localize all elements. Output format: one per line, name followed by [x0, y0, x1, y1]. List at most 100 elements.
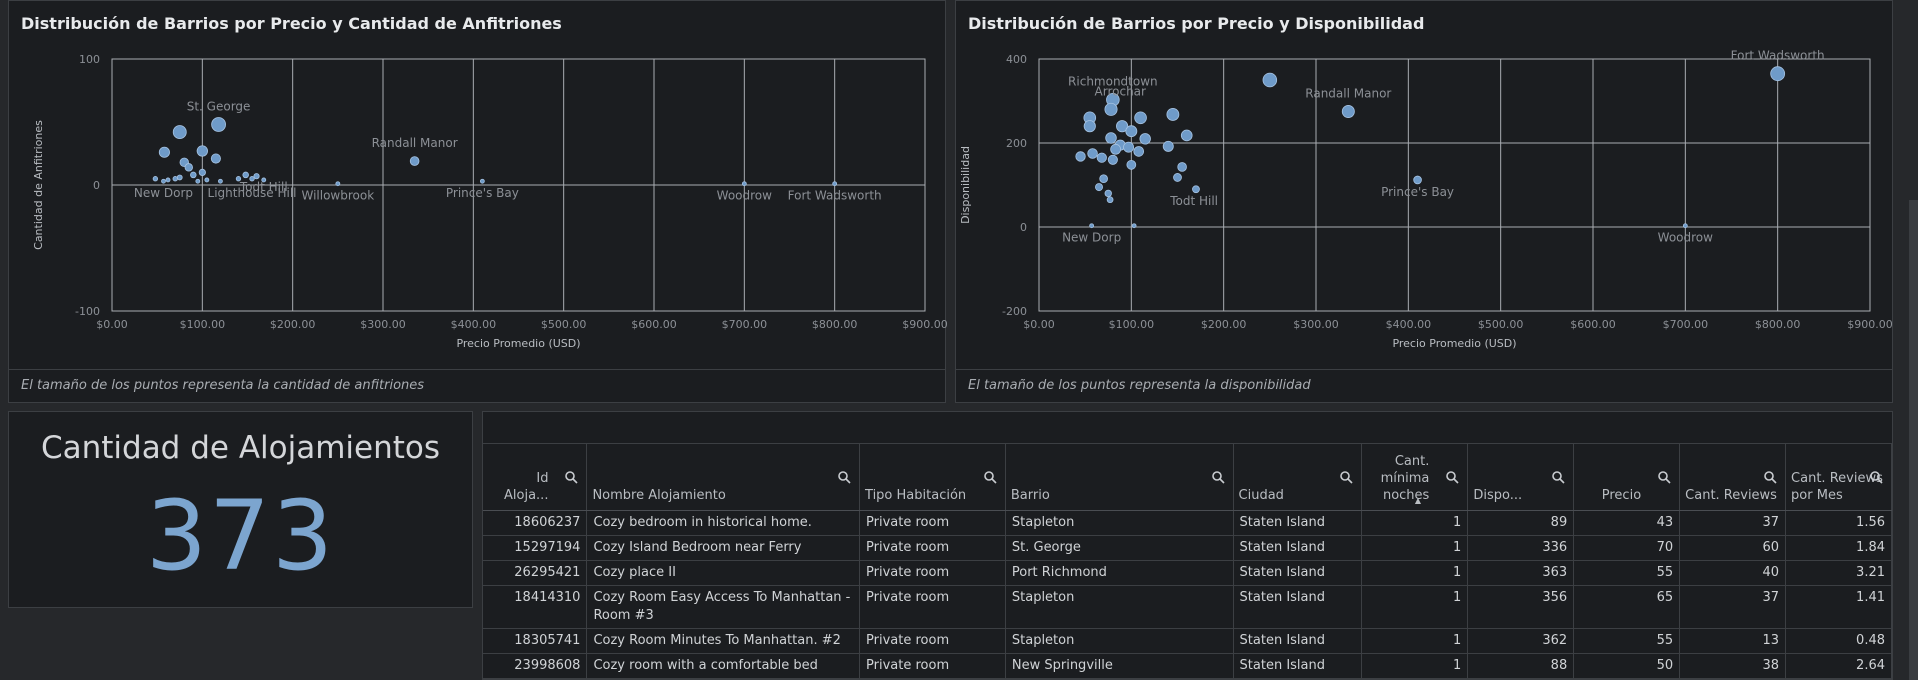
table-row[interactable]: 18305741 Cozy Room Minutes To Manhattan. … [483, 628, 1892, 654]
search-icon[interactable] [837, 470, 851, 484]
data-point[interactable] [161, 178, 166, 184]
data-point[interactable] [184, 163, 193, 172]
data-point[interactable] [217, 178, 223, 184]
data-point[interactable] [1125, 125, 1138, 138]
data-point[interactable] [1123, 141, 1135, 153]
data-point[interactable] [479, 178, 485, 184]
table-cell: Staten Island [1233, 585, 1363, 629]
search-icon[interactable] [1551, 470, 1565, 484]
column-header[interactable]: Ciudad [1233, 444, 1363, 511]
kpi-card[interactable]: Cantidad de Alojamientos 373 [8, 411, 473, 608]
column-header[interactable]: Precio [1573, 444, 1681, 511]
data-point[interactable] [1106, 196, 1114, 204]
search-icon[interactable] [1339, 470, 1353, 484]
data-point[interactable] [253, 173, 260, 180]
data-point[interactable] [1770, 66, 1786, 82]
data-point[interactable] [165, 177, 171, 183]
search-icon[interactable] [983, 470, 997, 484]
data-point[interactable] [1139, 133, 1151, 145]
x-tick-label: $300.00 [360, 318, 406, 331]
search-icon[interactable] [1763, 470, 1777, 484]
data-point[interactable] [261, 177, 267, 183]
table-cell: 55 [1573, 560, 1681, 586]
column-header[interactable]: Barrio [1005, 444, 1234, 511]
data-point[interactable] [1173, 173, 1182, 182]
scatter-chart-disponibilidad[interactable]: $0.00 $100.00 $200.00 $300.00 $400.00 $500.00… [956, 1, 1894, 371]
data-point[interactable] [832, 181, 838, 187]
data-point[interactable] [1162, 140, 1174, 152]
data-point[interactable] [196, 145, 208, 157]
data-point[interactable] [1104, 102, 1118, 116]
y-tick-label: -200 [1002, 305, 1027, 318]
data-point[interactable] [1413, 175, 1422, 185]
table-cell: 13 [1679, 628, 1787, 654]
data-point[interactable] [204, 177, 210, 183]
data-point[interactable] [1104, 189, 1112, 198]
data-point[interactable] [1180, 129, 1193, 142]
table-row[interactable]: 15297194 Cozy Island Bedroom near Ferry Pr… [483, 535, 1892, 561]
search-icon[interactable] [564, 470, 579, 484]
data-point[interactable] [242, 171, 249, 179]
data-point[interactable] [1107, 154, 1118, 165]
data-point[interactable] [190, 171, 197, 179]
x-tick-label: $500.00 [1478, 318, 1524, 331]
data-point[interactable] [1166, 108, 1180, 121]
data-point[interactable] [1096, 152, 1107, 163]
table-row[interactable]: 23998608 Cozy room with a comfortable bed… [483, 653, 1892, 679]
data-point[interactable] [1116, 120, 1129, 133]
data-point[interactable] [1262, 72, 1278, 88]
data-point[interactable] [1682, 223, 1688, 229]
data-point[interactable] [1087, 148, 1098, 159]
table-cell: 15297194 [483, 535, 588, 561]
data-point[interactable] [409, 156, 420, 166]
data-point[interactable] [152, 176, 159, 182]
table-cell: 1.84 [1785, 535, 1892, 561]
search-icon[interactable] [1445, 470, 1459, 484]
data-point[interactable] [172, 125, 187, 140]
data-point[interactable] [335, 181, 341, 187]
table-row[interactable]: 26295421 Cozy place II Private room Port Ri… [483, 560, 1892, 586]
data-point[interactable] [1110, 143, 1122, 155]
data-point[interactable] [1099, 174, 1108, 184]
table-row[interactable]: 18414310 Cozy Room Easy Access To Manhatt… [483, 585, 1892, 629]
data-point[interactable] [249, 176, 255, 182]
x-tick-label: $600.00 [631, 318, 677, 331]
data-point[interactable] [1341, 105, 1355, 118]
data-point[interactable] [176, 174, 183, 181]
data-point[interactable] [1126, 159, 1137, 170]
data-point[interactable] [1083, 120, 1096, 133]
table-cell: Staten Island [1233, 628, 1363, 654]
data-point[interactable] [235, 176, 242, 182]
data-point[interactable] [1095, 183, 1103, 192]
data-point[interactable] [198, 168, 206, 176]
data-point[interactable] [195, 178, 201, 184]
data-point[interactable] [1133, 146, 1145, 157]
search-icon[interactable] [1211, 470, 1225, 484]
search-icon[interactable] [1869, 470, 1883, 484]
data-point[interactable] [1134, 111, 1147, 125]
data-point[interactable] [158, 146, 170, 158]
column-header[interactable]: Id Aloja... [483, 444, 588, 511]
data-point[interactable] [1131, 223, 1137, 229]
scatter-chart-anfitriones[interactable]: $0.00 $100.00 $200.00 $300.00 $400.00 $500.00… [9, 1, 947, 371]
column-header[interactable]: Dispo... [1467, 444, 1575, 511]
table-cell: 23998608 [483, 653, 588, 679]
table-row[interactable]: 18606237 Cozy bedroom in historical home.… [483, 510, 1892, 536]
data-point[interactable] [1105, 132, 1117, 144]
data-point[interactable] [1192, 185, 1200, 194]
column-header[interactable]: Cant. mínima noches ▲ [1361, 444, 1469, 511]
column-header[interactable]: Cant. Reviews por Mes [1785, 444, 1892, 511]
search-icon[interactable] [1657, 470, 1671, 484]
data-point[interactable] [1177, 162, 1187, 172]
data-point[interactable] [1089, 223, 1095, 229]
column-header[interactable]: Cant. Reviews [1679, 444, 1787, 511]
data-point[interactable] [1075, 151, 1086, 162]
column-header[interactable]: Nombre Alojamiento [586, 444, 861, 511]
plot-area [1038, 58, 1871, 312]
page-scrollbar[interactable] [1909, 200, 1918, 680]
column-header[interactable]: Tipo Habitación [859, 444, 1006, 511]
data-point[interactable] [741, 181, 747, 187]
data-point[interactable] [172, 176, 178, 182]
data-point[interactable] [210, 153, 221, 164]
data-point[interactable] [211, 117, 226, 132]
